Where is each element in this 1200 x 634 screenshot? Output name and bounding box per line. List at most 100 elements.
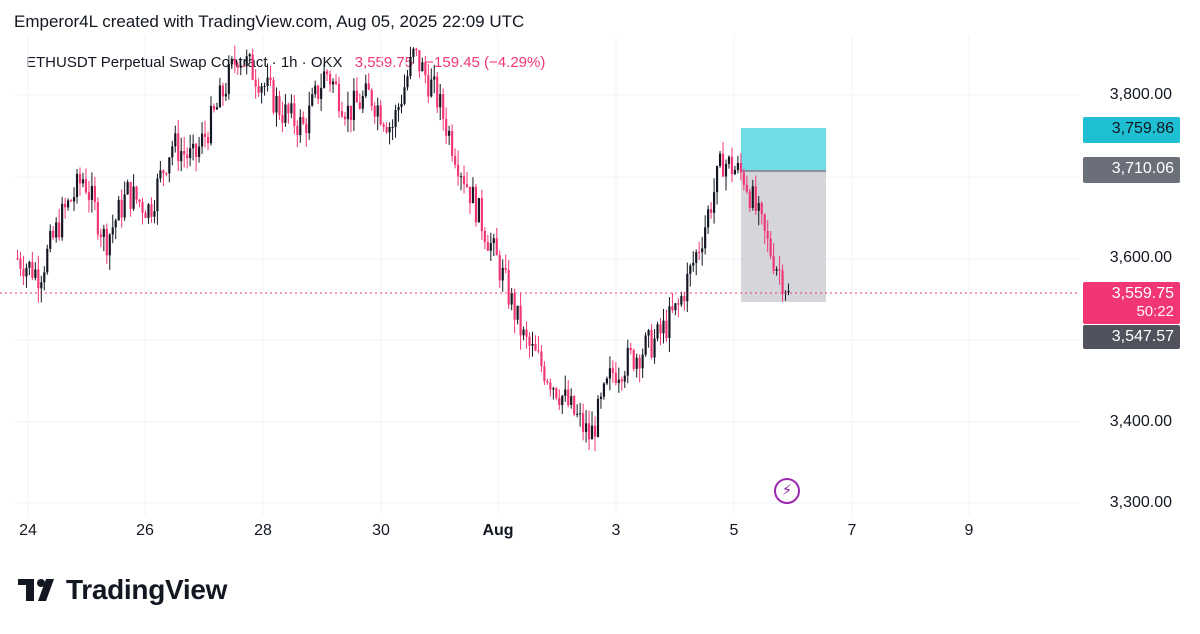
candle-body xyxy=(704,227,707,249)
candle-body xyxy=(686,273,689,302)
current-price-tag: 3,559.75 50:22 xyxy=(1083,282,1180,324)
candlestick-chart[interactable] xyxy=(0,0,1200,560)
candle-body xyxy=(510,293,513,305)
candle-body xyxy=(129,182,132,209)
candle-body xyxy=(385,126,388,133)
candle-body xyxy=(760,202,763,215)
candle-body xyxy=(364,83,367,97)
candle-body xyxy=(701,248,704,253)
candle-body xyxy=(370,89,373,106)
target-zone[interactable] xyxy=(741,128,826,170)
candle-body xyxy=(153,211,156,217)
candle-body xyxy=(540,351,543,367)
candle-body xyxy=(215,107,219,110)
tradingview-logo: TradingView xyxy=(18,574,227,606)
candle-body xyxy=(31,261,34,278)
candle-body xyxy=(564,389,567,396)
candle-body xyxy=(451,130,454,156)
candle-body xyxy=(376,105,379,117)
y-tick-3300: 3,300.00 xyxy=(1109,494,1172,511)
candle-body xyxy=(665,320,668,338)
candle-body xyxy=(567,389,570,406)
x-tick-7: 7 xyxy=(847,522,857,539)
candle-body xyxy=(367,83,370,90)
candle-body xyxy=(233,58,236,65)
candle-body xyxy=(293,103,296,126)
candle-body xyxy=(677,303,680,305)
candle-body xyxy=(710,209,713,213)
candle-body xyxy=(516,305,519,320)
candle-body xyxy=(582,413,585,432)
candle-body xyxy=(477,198,480,223)
candle-body xyxy=(25,267,28,277)
x-tick-5: 5 xyxy=(729,522,739,539)
candle-body xyxy=(552,388,555,390)
tv-logo-icon xyxy=(18,579,54,601)
candle-body xyxy=(218,85,222,108)
candle-body xyxy=(34,269,37,278)
candle-body xyxy=(183,151,186,155)
candle-body xyxy=(638,357,641,369)
candle-body xyxy=(471,186,475,204)
candle-body xyxy=(90,186,93,200)
candle-body xyxy=(212,105,216,110)
candle-body xyxy=(16,258,19,260)
lightning-icon[interactable]: ⚡ xyxy=(774,478,800,504)
candle-body xyxy=(534,343,537,351)
grid xyxy=(14,36,1080,515)
candles xyxy=(16,45,790,452)
candle-body xyxy=(421,62,424,72)
candle-body xyxy=(349,105,352,120)
chart-header: Emperor4L created with TradingView.com, … xyxy=(14,12,525,31)
candle-body xyxy=(436,76,439,108)
candle-body xyxy=(111,227,114,235)
candle-body xyxy=(546,381,549,383)
candle-body xyxy=(328,73,332,85)
candle-body xyxy=(150,204,153,217)
candle-body xyxy=(192,143,195,149)
candle-body xyxy=(52,230,55,238)
candle-body xyxy=(343,116,347,120)
candle-body xyxy=(593,425,597,437)
y-tick-3600: 3,600.00 xyxy=(1109,249,1172,266)
candle-body xyxy=(698,252,701,254)
x-tick-aug: Aug xyxy=(482,522,514,539)
candle-body xyxy=(308,105,311,134)
candle-body xyxy=(724,163,728,177)
x-tick-9: 9 xyxy=(964,522,974,539)
candle-body xyxy=(715,166,719,193)
candle-body xyxy=(159,170,162,179)
candle-body xyxy=(742,172,745,185)
current-price-value: 3,559.75 xyxy=(1111,285,1174,302)
candle-body xyxy=(462,176,466,185)
candle-body xyxy=(132,186,135,209)
candle-body xyxy=(424,62,427,76)
price-change: −159.45 (−4.29%) xyxy=(425,54,546,71)
candle-body xyxy=(504,267,507,270)
candle-body xyxy=(290,103,293,114)
candle-body xyxy=(186,154,189,159)
x-tick-28: 28 xyxy=(254,522,272,539)
candle-body xyxy=(674,303,677,311)
candle-body xyxy=(174,133,177,147)
candle-body xyxy=(528,336,531,346)
candle-timer: 50:22 xyxy=(1136,303,1174,320)
candle-body xyxy=(43,272,46,283)
candle-body xyxy=(483,230,486,243)
candle-body xyxy=(635,357,638,369)
candle-body xyxy=(251,54,254,80)
candle-body xyxy=(415,48,418,51)
candle-body xyxy=(647,330,650,336)
candle-body xyxy=(403,87,406,104)
candle-body xyxy=(757,202,760,211)
candle-body xyxy=(81,179,85,184)
candle-body xyxy=(775,269,778,271)
candle-body xyxy=(28,261,31,268)
x-tick-30: 30 xyxy=(372,522,390,539)
candle-body xyxy=(558,397,561,406)
entry-price-tag: 3,710.06 xyxy=(1083,157,1180,183)
candle-body xyxy=(486,242,489,251)
candle-body xyxy=(787,291,790,293)
candle-body xyxy=(754,186,757,211)
candle-body xyxy=(623,375,626,382)
